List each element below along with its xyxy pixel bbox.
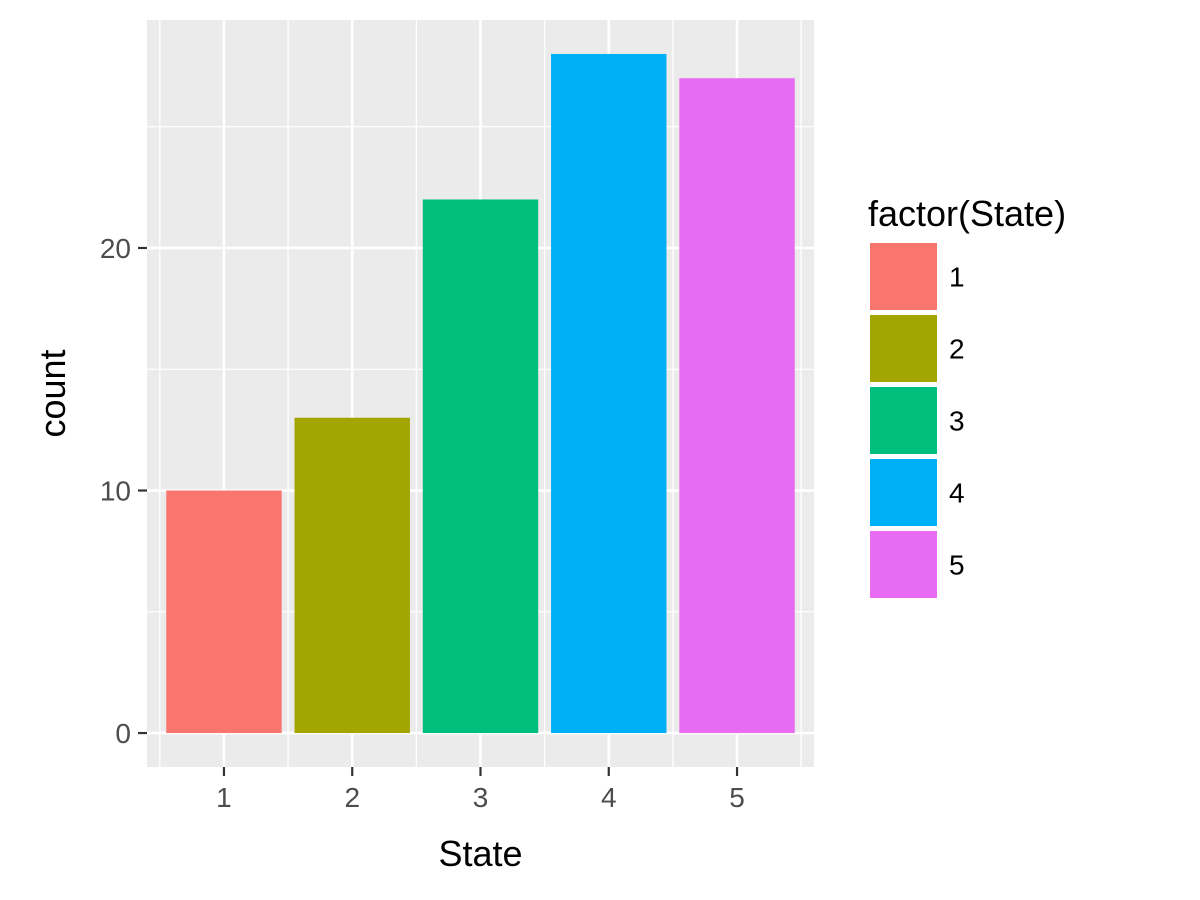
- legend-key-3: [870, 387, 937, 454]
- legend-key-1: [870, 243, 937, 310]
- legend: factor(State) 1 2 3 4 5: [868, 193, 1066, 598]
- y-tick-label: 20: [100, 233, 131, 264]
- y-tick-label: 0: [115, 718, 131, 749]
- x-tick-label: 1: [216, 782, 232, 813]
- legend-label-5: 5: [949, 550, 965, 581]
- legend-label-2: 2: [949, 334, 965, 365]
- bar-state-5: [679, 78, 795, 734]
- legend-label-1: 1: [949, 262, 965, 293]
- bar-state-2: [294, 417, 410, 734]
- x-tick-label: 5: [729, 782, 745, 813]
- y-axis-title: count: [32, 349, 73, 437]
- bar-state-4: [551, 53, 667, 734]
- legend-key-2: [870, 315, 937, 382]
- x-tick-label: 3: [473, 782, 489, 813]
- bar-state-1: [166, 490, 282, 734]
- legend-key-4: [870, 459, 937, 526]
- legend-label-4: 4: [949, 478, 965, 509]
- legend-label-3: 3: [949, 406, 965, 437]
- x-axis: 1 2 3 4 5: [216, 767, 745, 813]
- bar-state-3: [422, 199, 539, 734]
- y-tick-label: 10: [100, 476, 131, 507]
- legend-key-5: [870, 531, 937, 598]
- x-axis-title: State: [438, 833, 522, 874]
- x-tick-label: 4: [601, 782, 617, 813]
- x-tick-label: 2: [344, 782, 360, 813]
- bars: [166, 53, 795, 734]
- y-axis: 0 10 20: [100, 233, 147, 749]
- legend-title: factor(State): [868, 193, 1066, 234]
